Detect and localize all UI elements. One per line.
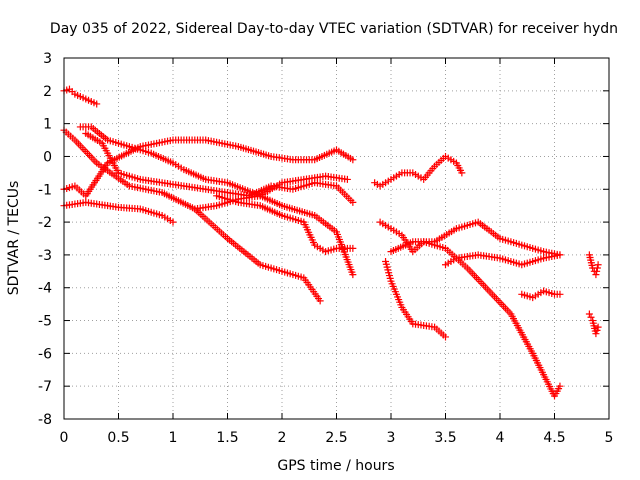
y-tick-label: -4 bbox=[38, 281, 52, 297]
data-point bbox=[93, 100, 101, 108]
series-s10 bbox=[376, 218, 564, 400]
x-tick-label: 3.5 bbox=[434, 430, 456, 446]
x-tick-label: 0 bbox=[60, 430, 69, 446]
y-tick-label: 0 bbox=[43, 149, 52, 165]
x-tick-label: 2 bbox=[278, 430, 287, 446]
data-point bbox=[594, 261, 602, 269]
data-point bbox=[585, 310, 593, 318]
y-tick-label: 3 bbox=[43, 51, 52, 67]
y-axis-label: SDTVAR / TECUs bbox=[6, 181, 22, 296]
x-tick-label: 3 bbox=[387, 430, 396, 446]
data-marker bbox=[593, 326, 601, 334]
x-tick-label: 1.5 bbox=[216, 430, 238, 446]
y-tick-label: -6 bbox=[38, 346, 52, 362]
plot-frame bbox=[63, 57, 610, 420]
data-point bbox=[343, 175, 351, 183]
data-point bbox=[594, 323, 602, 331]
series-s7 bbox=[191, 172, 351, 213]
series-s9 bbox=[371, 152, 466, 190]
x-tick-label: 4.5 bbox=[543, 430, 565, 446]
y-tick-label: 1 bbox=[43, 117, 52, 133]
series-s6 bbox=[82, 129, 357, 206]
chart-title: Day 035 of 2022, Sidereal Day-to-day VTE… bbox=[50, 21, 618, 37]
data-marker bbox=[593, 267, 601, 275]
x-tick-label: 5 bbox=[605, 430, 614, 446]
axis-ticks: 0 0.5 1 1.5 2 2.5 3 3.5 4 4.5 5 3 2 1 0 -1 -2 -3 -4 -5 -6 -7 -… bbox=[38, 51, 613, 446]
series-s8 bbox=[213, 192, 357, 256]
y-tick-label: -7 bbox=[38, 379, 52, 395]
y-tick-label: -8 bbox=[38, 412, 52, 428]
data-point bbox=[592, 271, 600, 279]
data-marker bbox=[587, 313, 595, 321]
grid bbox=[64, 58, 609, 419]
data-point bbox=[458, 169, 466, 177]
x-tick-label: 0.5 bbox=[107, 430, 129, 446]
series-s16 bbox=[585, 310, 602, 338]
series-s2 bbox=[60, 198, 177, 226]
data-point bbox=[349, 244, 357, 252]
data-series bbox=[60, 85, 602, 400]
series-s4 bbox=[60, 136, 357, 200]
series-s15 bbox=[585, 251, 602, 279]
x-tick-label: 1 bbox=[169, 430, 178, 446]
data-point bbox=[556, 251, 564, 259]
y-tick-label: -2 bbox=[38, 215, 52, 231]
x-axis-label: GPS time / hours bbox=[277, 458, 394, 474]
data-point bbox=[316, 297, 324, 305]
series-s14 bbox=[518, 287, 564, 302]
y-tick-label: -5 bbox=[38, 314, 52, 330]
x-tick-label: 4 bbox=[496, 430, 505, 446]
x-tick-label: 2.5 bbox=[325, 430, 347, 446]
data-point bbox=[442, 333, 449, 341]
y-tick-label: -3 bbox=[38, 248, 52, 264]
y-tick-label: -1 bbox=[38, 182, 52, 198]
data-point bbox=[349, 198, 357, 206]
data-point bbox=[349, 156, 357, 164]
series-s1 bbox=[60, 85, 101, 108]
y-tick-label: 2 bbox=[43, 84, 52, 100]
data-point bbox=[556, 382, 564, 390]
series-s13 bbox=[442, 251, 564, 269]
data-point bbox=[169, 218, 177, 226]
series-s12 bbox=[387, 218, 564, 259]
data-point bbox=[592, 330, 600, 338]
series-s11 bbox=[382, 257, 449, 341]
data-marker bbox=[593, 264, 601, 272]
data-point bbox=[349, 271, 357, 279]
data-point bbox=[556, 290, 564, 298]
